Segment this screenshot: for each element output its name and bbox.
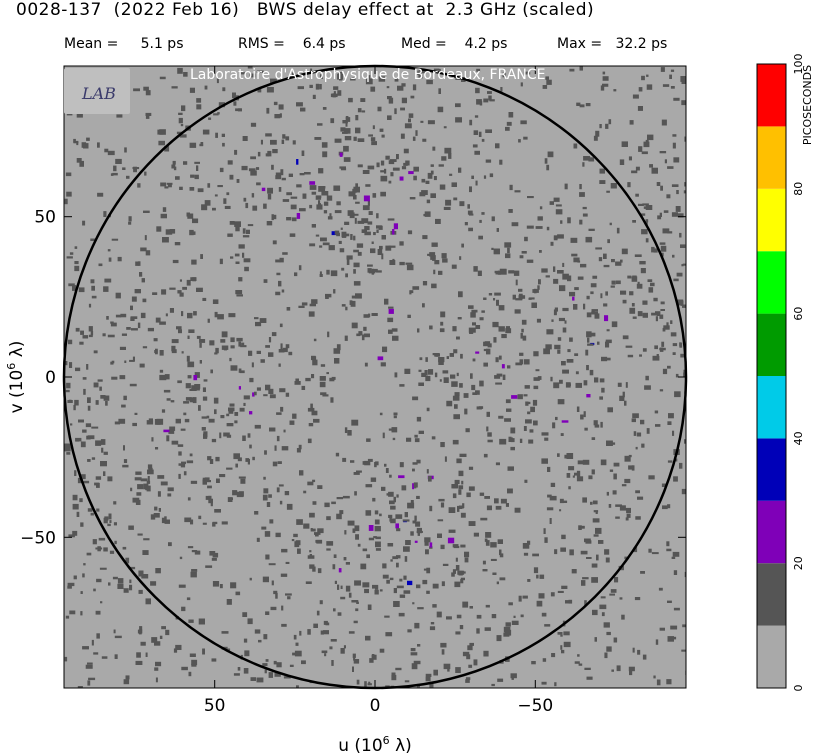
colorbar-band xyxy=(757,500,786,564)
y-tick-label: −50 xyxy=(20,528,56,548)
x-axis-label: u (106 λ) xyxy=(338,734,412,756)
y-tick-label: 0 xyxy=(45,368,56,388)
y-tick-label: 50 xyxy=(34,208,56,228)
stat-max-label: Max = xyxy=(557,36,603,52)
colorbar-band xyxy=(757,64,786,127)
y-axis-label: v (106 λ) xyxy=(5,341,27,414)
colorbar-frame xyxy=(756,63,787,689)
colorbar-band xyxy=(757,313,786,376)
colorbar-tick-label: 0 xyxy=(792,685,805,692)
colorbar-band xyxy=(757,625,786,688)
colorbar-band xyxy=(757,188,786,252)
stat-max: Max = 32.2 ps xyxy=(557,36,667,52)
colorbar-band xyxy=(757,376,786,439)
stat-mean-value: 5.1 ps xyxy=(140,36,184,52)
colorbar-tick-label: 20 xyxy=(792,556,805,570)
x-tick-label: 0 xyxy=(370,696,381,716)
colorbar-band xyxy=(757,438,786,501)
colorbar-band xyxy=(757,563,786,626)
chart-title: 0028-137 (2022 Feb 16) BWS delay effect … xyxy=(16,0,595,20)
stat-rms-label: RMS = xyxy=(238,36,285,52)
lab-logo: LAB xyxy=(64,68,130,114)
colorbar-tick-label: 40 xyxy=(792,431,805,445)
x-axis-ticks: 50 0 −50 xyxy=(204,66,553,716)
stat-mean-label: Mean = xyxy=(64,36,119,52)
colorbar-tick-label: 100 xyxy=(792,54,805,75)
watermark-text: Laboratoire d'Astrophysique de Bordeaux,… xyxy=(190,67,546,83)
colorbar-band xyxy=(757,251,786,314)
y-axis-ticks: 50 0 −50 xyxy=(20,208,686,548)
colorbar: 0 20 40 60 80 100 xyxy=(756,54,805,692)
x-tick-label: 50 xyxy=(204,696,226,716)
stat-med-value: 4.2 ps xyxy=(464,36,508,52)
lab-logo-text: LAB xyxy=(82,84,116,103)
delay-speckle-layer xyxy=(64,66,686,688)
colorbar-label: PICOSECONDS xyxy=(801,65,814,145)
stat-med: Med = 4.2 ps xyxy=(401,36,507,52)
colorbar-band xyxy=(757,126,786,189)
colorbar-tick-label: 60 xyxy=(792,307,805,321)
stat-max-value: 32.2 ps xyxy=(615,36,668,52)
stat-rms: RMS = 6.4 ps xyxy=(238,36,346,52)
colorbar-tick-label: 80 xyxy=(792,182,805,196)
stat-rms-value: 6.4 ps xyxy=(302,36,346,52)
stat-med-label: Med = xyxy=(401,36,447,52)
stat-mean: Mean = 5.1 ps xyxy=(64,36,184,52)
x-tick-label: −50 xyxy=(517,696,553,716)
